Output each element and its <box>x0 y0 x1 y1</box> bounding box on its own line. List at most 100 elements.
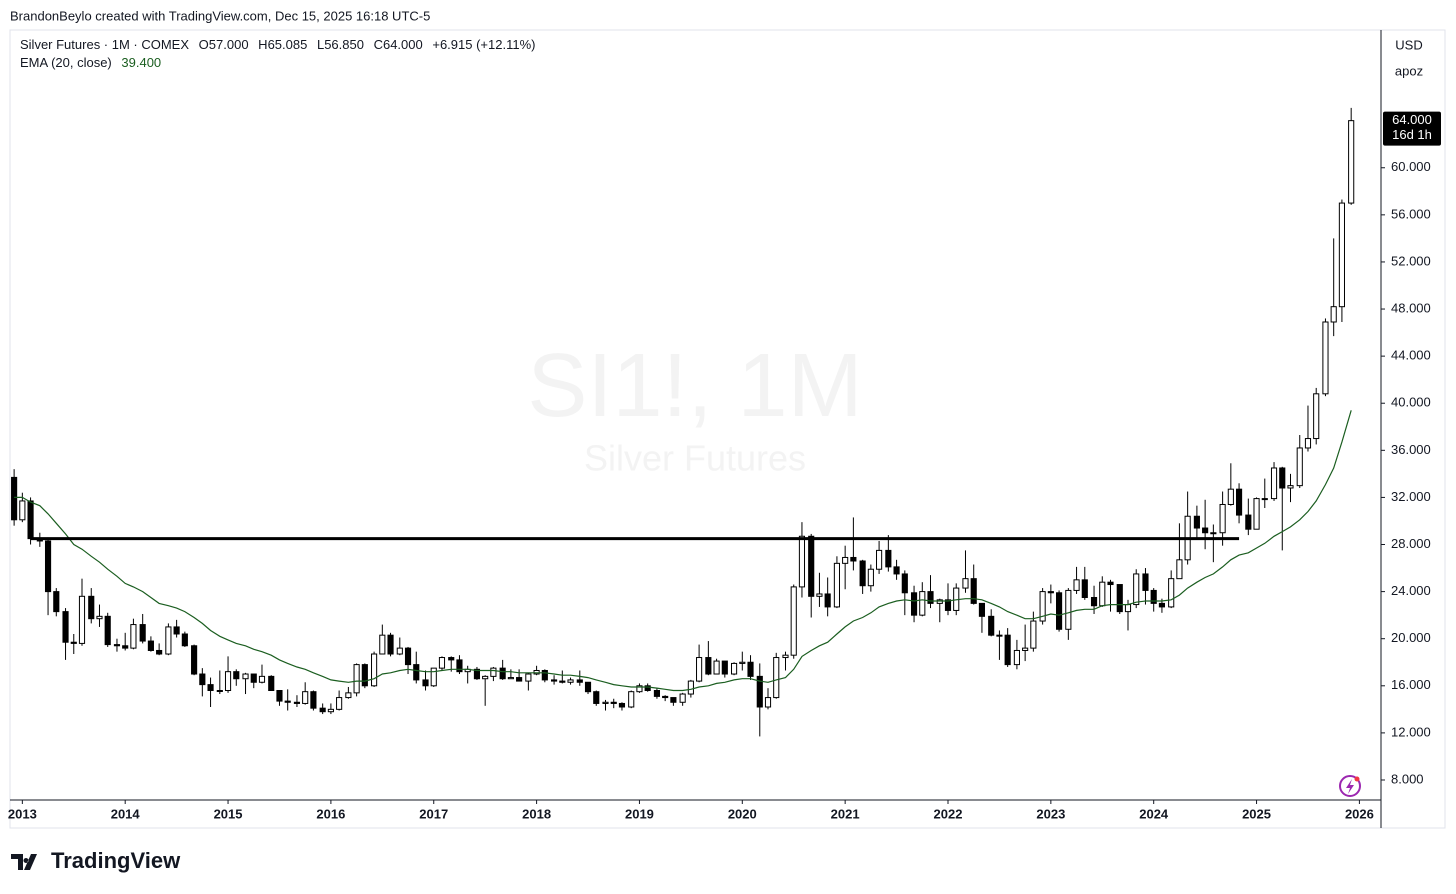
y-tick-label: 48.000 <box>1391 300 1431 315</box>
candle-body <box>113 644 121 647</box>
candle-body <box>258 675 266 683</box>
x-tick-label: 2022 <box>934 806 963 821</box>
candle-body <box>687 680 694 695</box>
y-tick-label: 40.000 <box>1391 395 1431 410</box>
candle-body <box>551 679 558 682</box>
y-tick-label: 20.000 <box>1391 630 1431 645</box>
ohlc-value: 65.085 <box>268 37 308 52</box>
x-tick-label: 2025 <box>1242 806 1271 821</box>
candle-body <box>1270 467 1278 500</box>
candle-body <box>1116 584 1123 613</box>
candle-body <box>1107 581 1114 586</box>
ema-name: EMA (20, close) <box>20 55 112 70</box>
candle-body <box>1022 647 1029 651</box>
ohlc-value: 64.000 <box>383 37 423 52</box>
candle-body <box>1073 579 1080 591</box>
candle-body <box>773 657 780 699</box>
candle-body <box>721 660 728 675</box>
candle-body <box>387 634 394 655</box>
candle-body <box>1133 573 1140 606</box>
user[interactable]: apoz <box>1395 63 1423 78</box>
candle-body <box>19 500 26 521</box>
candle-body <box>739 661 746 664</box>
countdown: 16d 1h <box>1392 127 1432 142</box>
candle-body <box>139 624 146 642</box>
candle-body <box>1030 620 1037 649</box>
candle-body <box>1245 514 1252 530</box>
candle-body <box>319 707 326 713</box>
candle-body <box>1124 604 1132 613</box>
candle-body <box>628 691 635 708</box>
candle-body <box>70 641 77 644</box>
y-tick-label: 56.000 <box>1391 206 1431 221</box>
candle-body <box>361 664 368 687</box>
candle-body <box>284 700 291 703</box>
candle-body <box>764 697 772 708</box>
candle-body <box>593 691 600 704</box>
candle-body <box>1150 589 1157 604</box>
x-tick-label: 2020 <box>728 806 757 821</box>
x-tick-label: 2013 <box>8 806 37 821</box>
candle-body <box>978 602 986 617</box>
candle-body <box>27 500 34 540</box>
candle-body <box>456 659 463 673</box>
candle-body <box>867 568 874 587</box>
candle-body <box>876 549 883 570</box>
x-tick-label: 2016 <box>316 806 345 821</box>
candle-body <box>490 667 497 677</box>
candle-body <box>1253 498 1260 530</box>
candle-body <box>1168 578 1175 608</box>
candle-body <box>438 657 446 669</box>
ema-line <box>14 410 1352 692</box>
candle-body <box>996 634 1003 637</box>
candle-body <box>516 677 523 682</box>
y-tick-label: 60.000 <box>1391 159 1431 174</box>
candle-body <box>893 566 900 575</box>
candle-body <box>713 660 720 675</box>
currency[interactable]: USD <box>1395 37 1422 52</box>
candle-body <box>1158 602 1165 608</box>
candle-body <box>482 675 489 680</box>
x-tick-label: 2023 <box>1036 806 1065 821</box>
candle-body <box>345 692 352 699</box>
candle-body <box>670 697 677 703</box>
candle-body <box>404 647 412 666</box>
y-tick-label: 24.000 <box>1391 583 1431 598</box>
candle-body <box>1142 573 1149 591</box>
y-tick-label: 16.000 <box>1391 677 1431 692</box>
candle-body <box>53 591 60 613</box>
ema-value: 39.400 <box>121 55 161 70</box>
ohlc-key: L <box>317 37 324 52</box>
footer-logo: TradingView <box>11 848 181 873</box>
ohlc-key: C <box>374 37 383 52</box>
candle-body <box>970 578 977 604</box>
chart-frame <box>9 29 1446 829</box>
candle-body <box>559 680 566 683</box>
candle-body <box>293 701 301 704</box>
candle-body <box>782 654 789 659</box>
candle-body <box>1081 579 1088 598</box>
x-tick-label: 2014 <box>111 806 141 821</box>
candle-body <box>1287 485 1294 489</box>
candle-body <box>824 593 831 608</box>
candle-body <box>199 673 206 686</box>
candle-body <box>576 679 583 683</box>
candle-body <box>276 690 283 702</box>
candle-body <box>507 677 514 680</box>
x-tick-label: 2024 <box>1139 806 1169 821</box>
candle-body <box>181 633 188 647</box>
candle-body <box>1004 634 1011 666</box>
ema-legend: EMA (20, close) 39.400 <box>20 55 161 70</box>
candle-body <box>430 667 437 687</box>
candle-body <box>541 669 548 681</box>
candle-body <box>936 599 943 604</box>
candle-body <box>1047 591 1054 594</box>
candle-body <box>104 615 111 646</box>
x-tick-label: 2015 <box>214 806 243 821</box>
candle-body <box>396 647 403 655</box>
candle-body <box>1330 306 1337 323</box>
candle-body <box>88 595 95 620</box>
ohlc-value: 56.850 <box>324 37 364 52</box>
y-tick-label: 32.000 <box>1391 489 1431 504</box>
